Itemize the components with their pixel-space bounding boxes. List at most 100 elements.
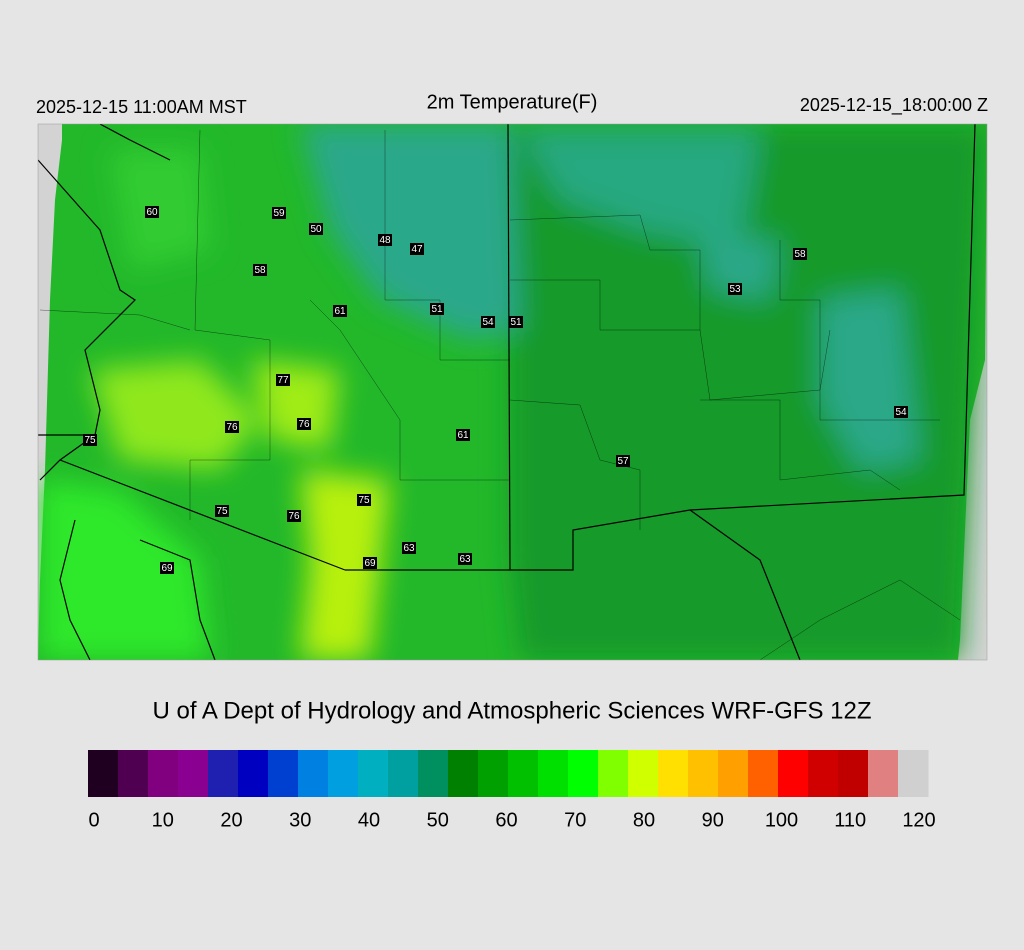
colorbar: 0 10 20 30 40 50 60 70 80 90 100 110 120 [88,750,936,831]
station-value: 48 [379,235,391,246]
colorbar-segment [568,750,599,797]
colorbar-segment [208,750,239,797]
colorbar-segment [118,750,149,797]
station-box [215,505,229,517]
colorbar-segment [718,750,749,797]
colorbar-tick-label: 80 [633,809,655,831]
station-value: 58 [254,265,266,276]
colorbar-tick-label: 90 [702,809,724,831]
colorbar-segment [778,750,809,797]
model-time: 2025-12-15_18:00:00 Z [800,95,988,116]
station-box [894,406,908,418]
colorbar-tick-label: 70 [564,809,586,831]
station-box [83,434,97,446]
station-box [297,418,311,430]
station-value: 75 [216,506,228,517]
colorbar-segment [268,750,299,797]
colorbar-segment [838,750,869,797]
station-value: 69 [364,558,376,569]
station-box [363,557,377,569]
station-box [410,243,424,255]
station-box [456,429,470,441]
station-value: 51 [510,317,522,328]
station-value: 47 [411,244,423,255]
colorbar-segment [508,750,539,797]
colorbar-tick-label: 50 [427,809,449,831]
station-value: 76 [298,419,310,430]
station-value: 63 [403,543,415,554]
colorbar-segment [328,750,359,797]
station-box [357,494,371,506]
station-value: 61 [457,430,469,441]
station-value: 75 [358,495,370,506]
station-value: 57 [617,456,629,467]
colorbar-segment [628,750,659,797]
colorbar-tick-label: 100 [765,809,798,831]
station-box [287,510,301,522]
station-box [253,264,267,276]
station-value: 59 [273,208,285,219]
station-box [145,206,159,218]
station-value: 61 [334,306,346,317]
station-value: 69 [161,563,173,574]
station-value: 60 [146,207,158,218]
station-value: 76 [226,422,238,433]
colorbar-segment [808,750,839,797]
colorbar-tick-label: 40 [358,809,380,831]
colorbar-segment [448,750,479,797]
station-labels: 60 59 50 48 47 58 61 51 54 51 77 76 76 61 75 57 75 75 76 63… [83,206,908,574]
colorbar-segment [388,750,419,797]
station-box [616,455,630,467]
station-box [333,305,347,317]
colorbar-segment [178,750,209,797]
colorbar-tick-label: 0 [88,809,99,831]
station-value: 63 [459,554,471,565]
station-value: 77 [277,375,289,386]
station-box [728,283,742,295]
station-box [430,303,444,315]
station-value: 58 [794,249,806,260]
map [38,124,987,660]
colorbar-segment [358,750,389,797]
station-value: 51 [431,304,443,315]
colorbar-tick-label: 120 [902,809,935,831]
station-box [160,562,174,574]
colorbar-segment [658,750,689,797]
station-value: 76 [288,511,300,522]
colorbar-segment [148,750,179,797]
colorbar-segment [868,750,899,797]
station-box [509,316,523,328]
colorbar-tick-label: 110 [834,809,866,831]
station-value: 50 [310,224,322,235]
colorbar-segment [598,750,629,797]
station-box [481,316,495,328]
footer: U of A Dept of Hydrology and Atmospheric… [153,697,872,724]
colorbar-segment [478,750,509,797]
colorbar-tick-label: 30 [289,809,311,831]
colorbar-segment [418,750,449,797]
colorbar-segment [298,750,329,797]
colorbar-segment [88,750,119,797]
map-title: 2m Temperature(F) [427,91,598,113]
station-box [458,553,472,565]
colorbar-segment [238,750,269,797]
colorbar-tick-label: 20 [220,809,242,831]
station-box [309,223,323,235]
colorbar-tick-label: 60 [495,809,517,831]
colorbar-segment [538,750,569,797]
station-box [225,421,239,433]
station-value: 54 [895,407,907,418]
station-box [402,542,416,554]
station-box [272,207,286,219]
colorbar-segment [688,750,719,797]
station-box [378,234,392,246]
station-box [276,374,290,386]
station-box [793,248,807,260]
colorbar-segment [898,750,929,797]
station-value: 53 [729,284,741,295]
station-value: 75 [84,435,96,446]
colorbar-tick-label: 10 [152,809,174,831]
station-value: 54 [482,317,494,328]
valid-time: 2025-12-15 11:00AM MST [36,97,247,117]
